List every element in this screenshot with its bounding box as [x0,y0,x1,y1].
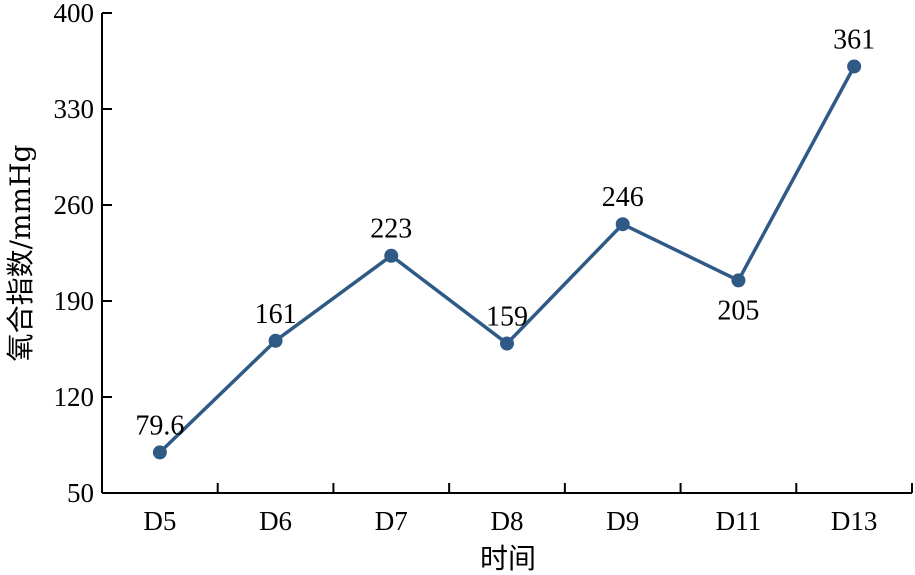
data-point [152,445,167,460]
y-axis: 50 120 190 260 330 400 [54,0,112,508]
data-label: 246 [602,182,644,213]
y-tick-label: 330 [54,94,95,124]
x-axis-title: 时间 [480,542,536,575]
data-point [500,336,514,351]
y-tick-label: 190 [54,286,95,316]
data-point [847,59,862,74]
x-tick-label: D9 [606,506,639,536]
x-axis: D5 D6 D7 D8 D9 D11 D13 [102,483,913,536]
series-group: 79.6 161 223 159 246 205 361 [135,24,875,460]
x-tick-label: D11 [716,506,762,536]
data-label: 79.6 [135,410,184,441]
data-label: 159 [486,302,528,333]
data-point [615,217,630,232]
y-tick-label: 120 [54,382,95,412]
x-tick-label: D7 [375,506,408,536]
x-tick-label: D13 [831,506,878,536]
data-label: 205 [717,295,759,326]
y-axis-title: 氧合指数/mmHg [4,144,37,361]
series-line [158,65,856,454]
data-label: 361 [833,24,875,55]
y-tick-label: 400 [54,0,95,28]
x-tick-label: D8 [491,506,524,536]
y-tick-label: 260 [54,190,95,220]
data-point [731,273,746,288]
data-point [268,333,283,348]
data-point [384,248,399,263]
data-label: 223 [370,214,412,245]
y-tick-label: 50 [67,478,94,508]
x-tick-label: D5 [143,506,176,536]
x-tick-label: D6 [259,506,292,536]
data-label: 161 [255,299,297,330]
